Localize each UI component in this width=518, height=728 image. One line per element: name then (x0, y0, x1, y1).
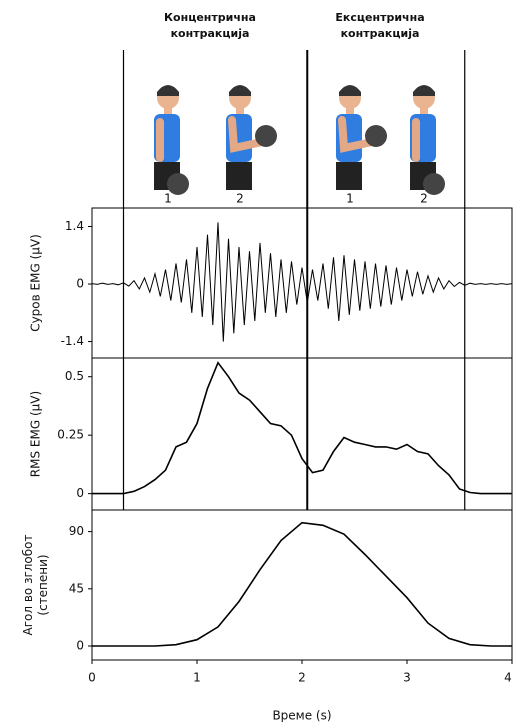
y-tick-label: 90 (69, 524, 84, 538)
data-line (92, 222, 512, 341)
y-tick-label: 45 (69, 581, 84, 595)
step-label: 1 (346, 192, 354, 206)
y-axis-label: Суров EMG (μV) (29, 234, 43, 332)
y-tick-label: 0 (76, 486, 84, 500)
data-line (92, 363, 512, 494)
y-axis-label: (степени) (36, 554, 50, 615)
y-tick-label: -1.4 (61, 334, 84, 348)
x-tick-label: 0 (88, 671, 96, 685)
x-tick-label: 4 (504, 671, 512, 685)
phase-title: Концентрична (164, 11, 256, 24)
figure-illustration (226, 85, 277, 190)
panel-frame (92, 358, 512, 510)
figure: Концентрична контракција Ексцентрична ко… (0, 0, 518, 728)
x-tick-label: 1 (193, 671, 201, 685)
y-tick-label: 0.5 (65, 369, 84, 383)
y-axis-label: RMS EMG (μV) (29, 391, 43, 477)
y-tick-label: 0.25 (57, 428, 84, 442)
y-axis-label: Агол во зглобот (21, 534, 35, 635)
phase-title: контракција (341, 27, 420, 40)
step-label: 1 (164, 192, 172, 206)
x-axis-label: Време (s) (272, 709, 331, 723)
y-tick-label: 0 (76, 639, 84, 653)
x-tick-label: 3 (403, 671, 411, 685)
figure-illustration (410, 85, 445, 195)
data-line (92, 523, 512, 646)
x-tick-label: 2 (298, 671, 306, 685)
y-tick-label: 1.4 (65, 219, 84, 233)
step-label: 2 (420, 192, 428, 206)
figure-illustration (154, 85, 189, 195)
y-tick-label: 0 (76, 277, 84, 291)
panel-frame (92, 208, 512, 358)
phase-title: Ексцентрична (335, 11, 424, 24)
phase-title: контракција (171, 27, 250, 40)
figure-illustration (336, 85, 387, 190)
step-label: 2 (236, 192, 244, 206)
